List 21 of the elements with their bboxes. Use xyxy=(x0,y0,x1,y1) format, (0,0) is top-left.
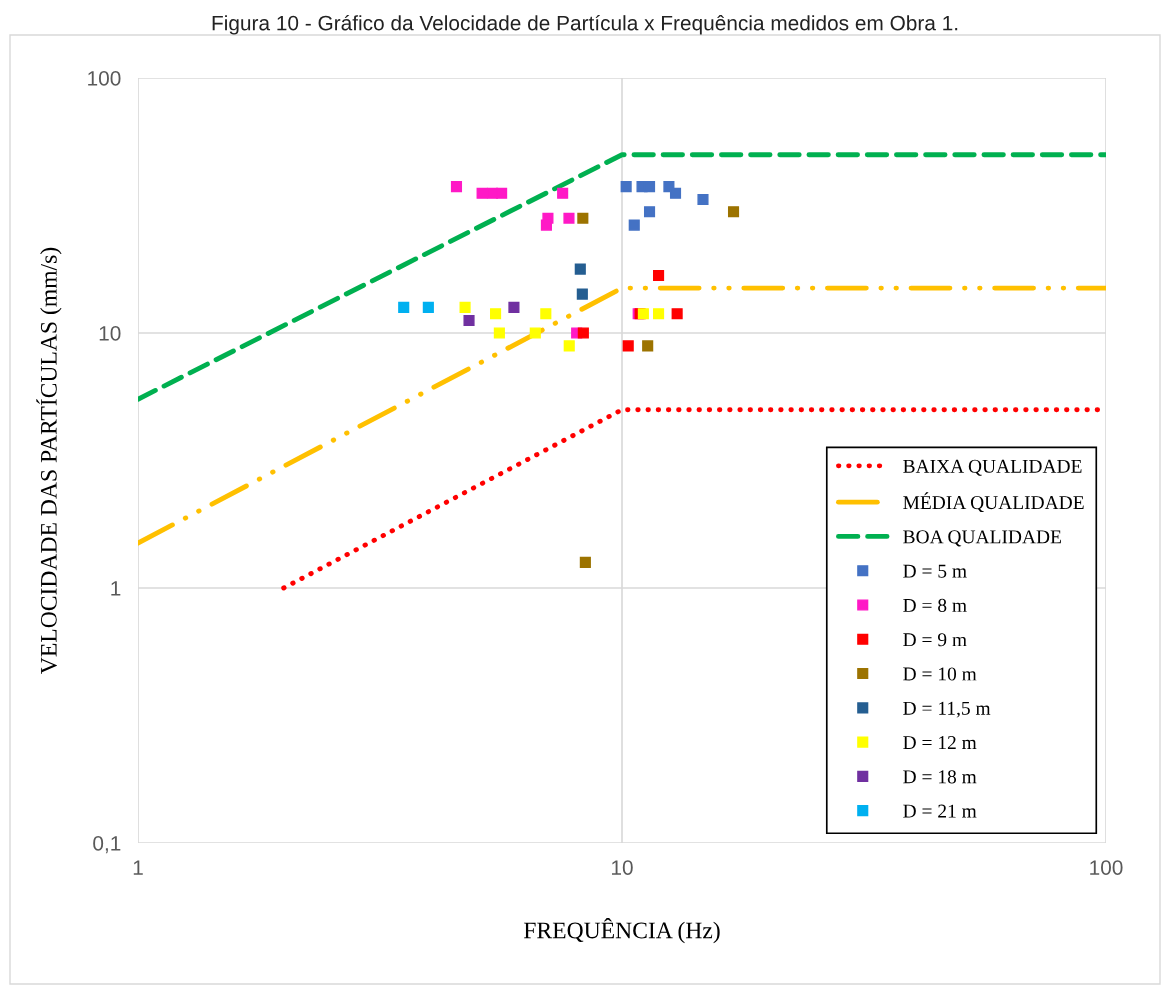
legend-label: D = 5 m xyxy=(903,564,967,578)
y-tick-label: 0,1 xyxy=(93,836,121,854)
legend-label: D = 11,5 m xyxy=(903,701,991,718)
legend-label: BAIXA QUALIDADE xyxy=(903,459,1082,476)
legend-label: D = 9 m xyxy=(903,633,967,647)
legend-label: BOA QUALIDADE xyxy=(903,530,1061,547)
legend-label: D = 8 m xyxy=(903,598,967,612)
x-tick-label: 100 xyxy=(1090,860,1123,875)
x-axis-title: FREQUÊNCIA (Hz) xyxy=(523,917,720,944)
y-axis-title: VELOCIDADE DAS PARTÍCULAS (mm/s) xyxy=(36,247,62,674)
legend-label: D = 21 m xyxy=(903,804,977,818)
x-tick-label: 10 xyxy=(612,860,633,875)
y-tick-label: 100 xyxy=(88,71,121,86)
legend-label: D = 18 m xyxy=(903,770,977,784)
y-tick-label: 1 xyxy=(111,581,121,596)
legend-label: D = 12 m xyxy=(903,736,977,749)
legend-label: D = 10 m xyxy=(903,667,977,681)
y-tick-label: 10 xyxy=(99,326,121,341)
legend-label: MÉDIA QUALIDADE xyxy=(903,492,1084,513)
chart-title: Figura 10 - Gráfico da Velocidade de Partícula x Frequência medidos em Obra 1. xyxy=(212,14,958,35)
x-tick-label: 1 xyxy=(133,860,143,875)
